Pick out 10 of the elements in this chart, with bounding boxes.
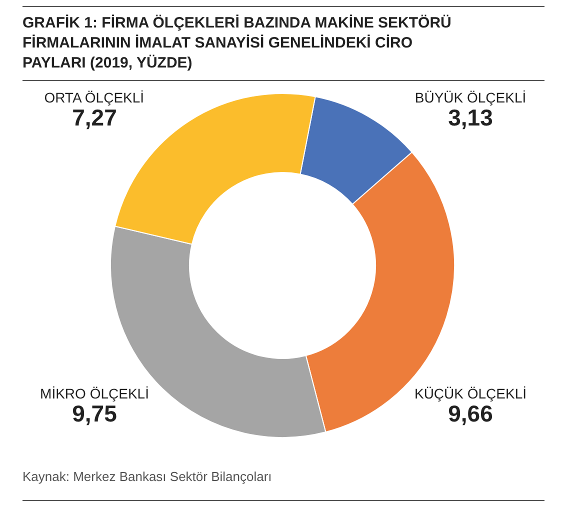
- data-label: 9,75: [72, 400, 118, 426]
- data-label: 3,13: [448, 104, 493, 130]
- data-label: 7,27: [72, 104, 117, 130]
- chart-title: GRAFİK 1: FİRMA ÖLÇEKLERİ BAZINDA MAKİNE SEKTÖRÜ FİRMALARININ İMALAT SANAYİSİ GENELİNDEKİ CİRO PAYLARI (2019, YÜZDE): [22, 14, 452, 72]
- slice-label: BÜYÜK ÖLÇEKLİ: [414, 90, 526, 106]
- slice-label: ORTA ÖLÇEKLİ: [44, 90, 144, 106]
- slice-label: KÜÇÜK ÖLÇEKLİ: [414, 386, 527, 402]
- data-label: 9,66: [448, 400, 493, 426]
- text: Kaynak: Merkez Bankası Sektör Bilançoları: [22, 469, 272, 484]
- slice-label: MİKRO ÖLÇEKLİ: [40, 386, 149, 402]
